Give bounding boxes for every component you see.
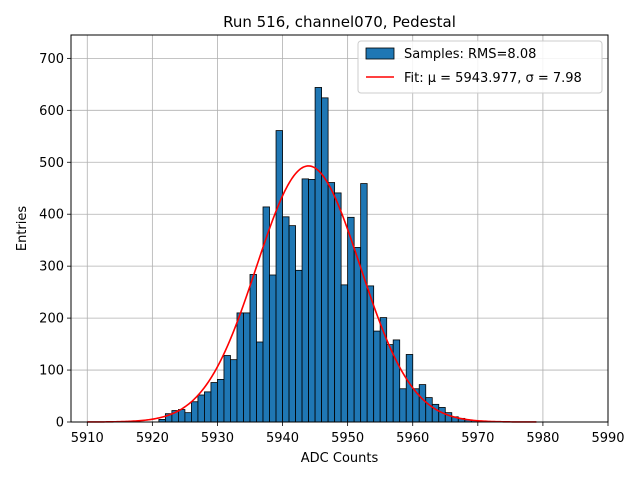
x-tick-label: 5950 (331, 431, 364, 446)
histogram-bar (308, 179, 316, 423)
x-tick-label: 5940 (266, 431, 299, 446)
y-tick-label: 600 (39, 104, 64, 119)
y-tick-label: 500 (39, 156, 64, 171)
histogram-bar (301, 178, 309, 423)
histogram-bar (210, 382, 218, 423)
y-tick-label: 700 (39, 52, 64, 67)
y-tick-label: 200 (39, 312, 64, 327)
histogram-bar (392, 339, 401, 423)
histogram-bar (197, 394, 205, 423)
x-tick-label: 5910 (71, 431, 104, 446)
legend-fit-label: Fit: μ = 5943.977, σ = 7.98 (404, 71, 582, 86)
y-axis-label: Entries (15, 206, 30, 252)
y-tick-label: 400 (39, 208, 64, 223)
histogram-bar (386, 344, 394, 423)
histogram-bar (405, 354, 414, 423)
x-tick-label: 5960 (396, 431, 429, 446)
histogram-bar (399, 388, 407, 423)
x-tick-label: 5930 (201, 431, 234, 446)
legend: Samples: RMS=8.08 Fit: μ = 5943.977, σ =… (357, 40, 603, 94)
histogram-bar (223, 355, 231, 423)
histogram-bars (158, 87, 485, 423)
legend-samples-label: Samples: RMS=8.08 (404, 47, 536, 62)
x-tick-label: 5990 (591, 431, 624, 446)
y-axis-ticks: 0 100 200 300 400 500 600 700 (39, 52, 71, 431)
histogram-bar (243, 312, 251, 423)
x-tick-label: 5980 (526, 431, 559, 446)
histogram-bar (236, 312, 244, 423)
histogram-bar (353, 247, 362, 423)
histogram-bar (230, 359, 238, 423)
histogram-bar (295, 269, 303, 423)
y-tick-label: 0 (56, 416, 64, 431)
gaussian-fit-curve (87, 165, 537, 423)
histogram-bar (425, 397, 433, 423)
histogram-bar (249, 274, 257, 423)
histogram-bar (334, 192, 342, 423)
histogram-bar (314, 87, 323, 423)
histogram-bar (366, 285, 375, 423)
histogram-bar (373, 330, 381, 423)
x-axis-label: ADC Counts (301, 451, 379, 466)
histogram-bar (340, 284, 349, 423)
histogram-bar (360, 183, 368, 423)
plot-frame (70, 34, 609, 423)
y-tick-label: 100 (39, 364, 64, 379)
x-tick-label: 5970 (461, 431, 494, 446)
histogram-bar (275, 130, 283, 423)
histogram-bar (288, 225, 296, 423)
histogram-bar (282, 216, 290, 423)
y-tick-label: 300 (39, 260, 64, 275)
histogram-bar (217, 379, 225, 423)
histogram-bar (184, 412, 192, 423)
histogram-bar (177, 409, 186, 423)
x-tick-label: 5920 (136, 431, 169, 446)
x-axis-ticks: 5910 5920 5930 5940 5950 5960 5970 5980 5990 (71, 422, 625, 446)
legend-samples-swatch (365, 47, 395, 60)
histogram-bar (256, 341, 264, 423)
histogram-bar (321, 97, 329, 423)
histogram-bar (191, 401, 199, 423)
histogram-bar (269, 274, 277, 423)
histogram-bar (438, 407, 446, 423)
legend-box (357, 40, 603, 94)
histogram-bar (347, 216, 355, 423)
histogram-bar (327, 182, 336, 423)
histogram-bar (204, 391, 212, 423)
histogram-bar (418, 384, 427, 423)
chart-title: Run 516, channel070, Pedestal (223, 13, 456, 31)
